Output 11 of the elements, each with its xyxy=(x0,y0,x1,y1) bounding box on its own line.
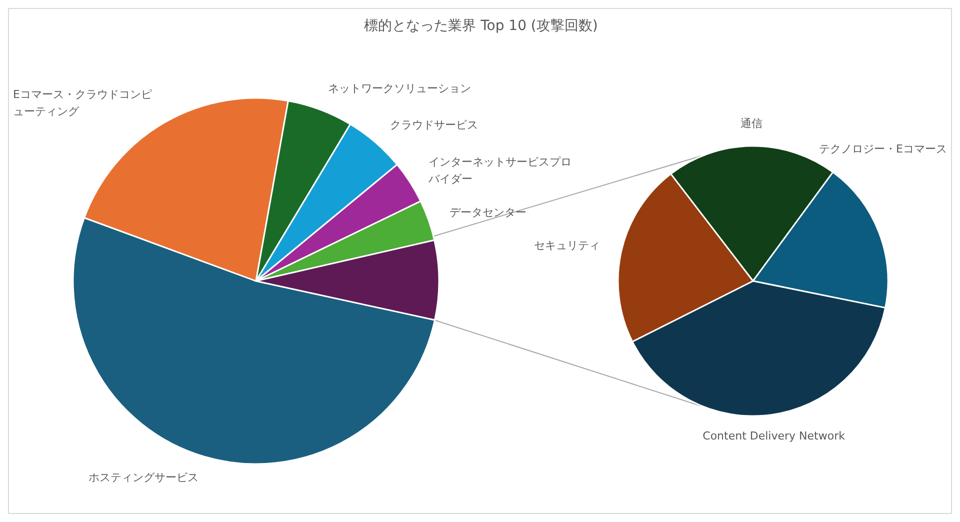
slice-label: セキュリティ xyxy=(534,238,600,252)
slice-label: クラウドサービス xyxy=(390,118,478,132)
slice-label: ホスティングサービス xyxy=(88,470,199,484)
slice-label: ネットワークソリューション xyxy=(328,82,472,96)
slice-label: Eコマース・クラウドコンピューティング xyxy=(13,88,152,118)
slice-label: データセンター xyxy=(449,206,526,219)
chart-title: 標的となった業界 Top 10 (攻撃回数) xyxy=(363,17,599,35)
slice-label: テクノロジー・Eコマース xyxy=(819,142,947,156)
slice-label: 通信 xyxy=(740,117,762,130)
slice-label: インターネットサービスプロバイダー xyxy=(428,155,572,186)
slice-label: Content Delivery Network xyxy=(702,430,846,443)
